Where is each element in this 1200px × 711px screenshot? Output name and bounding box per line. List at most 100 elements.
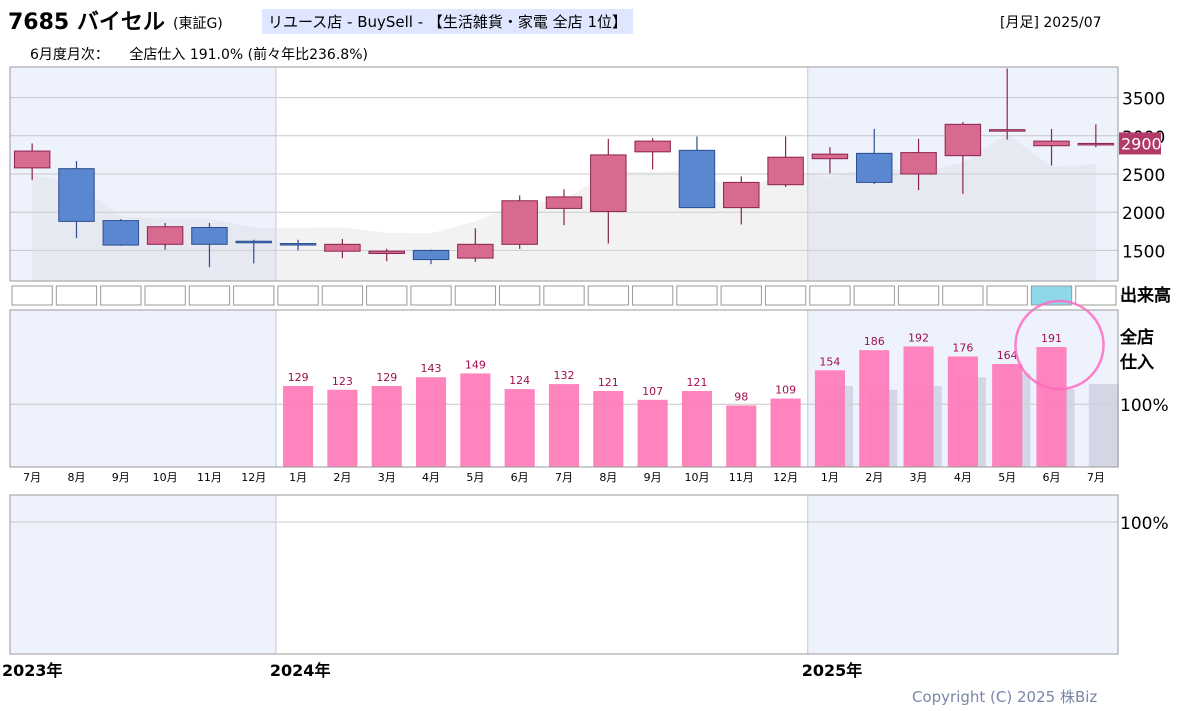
bar-reference-label: 100% — [1120, 396, 1169, 416]
purchase-bar — [371, 385, 402, 467]
month-label: 4月 — [954, 471, 972, 484]
month-label: 2月 — [333, 471, 351, 484]
sales-cell — [366, 285, 408, 306]
monthly-report: 6月度月次： 全店仕入 191.0% (前々年比236.8%) — [30, 44, 368, 64]
purchase-bar — [415, 377, 447, 467]
month-label: 8月 — [67, 471, 85, 484]
month-label: 9月 — [644, 471, 662, 484]
candle-body — [856, 152, 893, 183]
purchase-bar-label: 129 — [288, 371, 309, 384]
sales-cell — [277, 285, 319, 306]
purchase-bar-label: 121 — [598, 376, 619, 389]
sales-cell — [144, 285, 186, 306]
candle-body — [545, 196, 583, 209]
purchase-bar — [504, 389, 535, 467]
candle-body — [324, 243, 361, 252]
lower-panel-frame — [9, 494, 1119, 655]
sales-cell — [587, 285, 629, 306]
purchase-bar-label: 176 — [952, 341, 973, 354]
bar-series-label: 仕入 — [1119, 352, 1154, 373]
candle-body — [58, 168, 95, 222]
purchase-bar-label: 123 — [332, 375, 353, 388]
candle-body — [944, 123, 982, 157]
purchase-bar-label: 129 — [376, 371, 397, 384]
candle-body — [501, 200, 538, 245]
month-label: 5月 — [466, 471, 484, 484]
monthly-report-value: 全店仕入 191.0% (前々年比236.8%) — [129, 47, 368, 63]
price-panel-frame — [9, 66, 1119, 282]
month-label: 3月 — [910, 471, 928, 484]
purchase-bar — [770, 398, 801, 467]
sales-cell — [454, 285, 497, 306]
purchase-bar-label: 164 — [997, 349, 1018, 362]
purchase-bar — [859, 350, 890, 467]
month-label: 7月 — [23, 471, 41, 484]
purchase-bar-label: 107 — [642, 385, 663, 398]
purchase-bar-label: 121 — [686, 376, 707, 389]
month-label: 6月 — [511, 471, 529, 484]
month-label: 1月 — [289, 471, 307, 484]
sales-cell — [543, 285, 585, 306]
purchase-bar-label: 109 — [775, 384, 796, 397]
sales-row-label: 出来高 — [1120, 285, 1171, 306]
last-price-label: 2900 — [1121, 134, 1162, 153]
month-label: 10月 — [684, 471, 709, 484]
sales-cell — [720, 285, 762, 306]
category-badge: リユース店 - BuySell - 【生活雑貨・家電 全店 1位】 — [262, 9, 633, 34]
sales-cell — [100, 285, 142, 306]
purchase-bar — [327, 389, 358, 467]
month-label: 12月 — [773, 471, 798, 484]
purchase-bar — [460, 373, 491, 467]
sales-cell — [897, 285, 940, 306]
candle-body — [102, 220, 140, 246]
sales-cell — [188, 285, 231, 306]
month-label: 11月 — [729, 471, 754, 484]
sales-cell — [410, 285, 452, 306]
candle-body — [678, 149, 716, 209]
sales-cell — [942, 285, 984, 306]
sales-cell — [233, 285, 275, 306]
last-price-box — [1119, 132, 1161, 155]
month-label: 5月 — [998, 471, 1016, 484]
month-label: 6月 — [1043, 471, 1061, 484]
purchase-bar-label: 192 — [908, 331, 929, 344]
purchase-bar-label: 149 — [465, 358, 486, 371]
month-label: 4月 — [422, 471, 440, 484]
candle-body — [590, 154, 627, 212]
sales-cell — [321, 285, 364, 306]
purchase-bar — [593, 391, 624, 467]
candle-body — [634, 140, 671, 153]
lower-panel-shade-2023 — [10, 495, 276, 654]
purchase-bar — [1036, 347, 1067, 467]
bar-panel-shade-2023 — [10, 310, 276, 467]
candle-body — [767, 156, 804, 186]
bar-series-label: 全店 — [1119, 327, 1154, 348]
candle-body — [368, 250, 405, 254]
month-label: 9月 — [112, 471, 130, 484]
candle-body — [1033, 140, 1070, 147]
purchase-bar — [814, 370, 845, 467]
candle-body — [1077, 142, 1115, 146]
year-label: 2025年 — [802, 661, 863, 680]
candle-body — [191, 227, 228, 245]
lower-panel-shade-2025 — [807, 495, 1118, 654]
month-label: 1月 — [821, 471, 839, 484]
purchase-bar-label: 124 — [509, 374, 530, 387]
purchase-bar-label: 154 — [819, 355, 840, 368]
month-label: 10月 — [153, 471, 178, 484]
price-tick-label: 3500 — [1122, 90, 1165, 110]
comparison-bar — [1088, 384, 1119, 467]
purchase-bar-label: 191 — [1041, 332, 1062, 345]
purchase-bar — [726, 405, 757, 467]
candle-body — [235, 240, 272, 244]
bar-panel-frame — [9, 309, 1119, 468]
year-label: 2024年 — [270, 661, 331, 680]
sales-cell — [11, 285, 53, 306]
candle-body — [13, 150, 51, 169]
sales-cell — [809, 285, 851, 306]
sales-cell — [499, 285, 541, 306]
purchase-bar — [637, 399, 668, 467]
sales-cell — [1075, 285, 1117, 306]
month-label: 12月 — [241, 471, 266, 484]
purchase-bar — [283, 385, 314, 467]
